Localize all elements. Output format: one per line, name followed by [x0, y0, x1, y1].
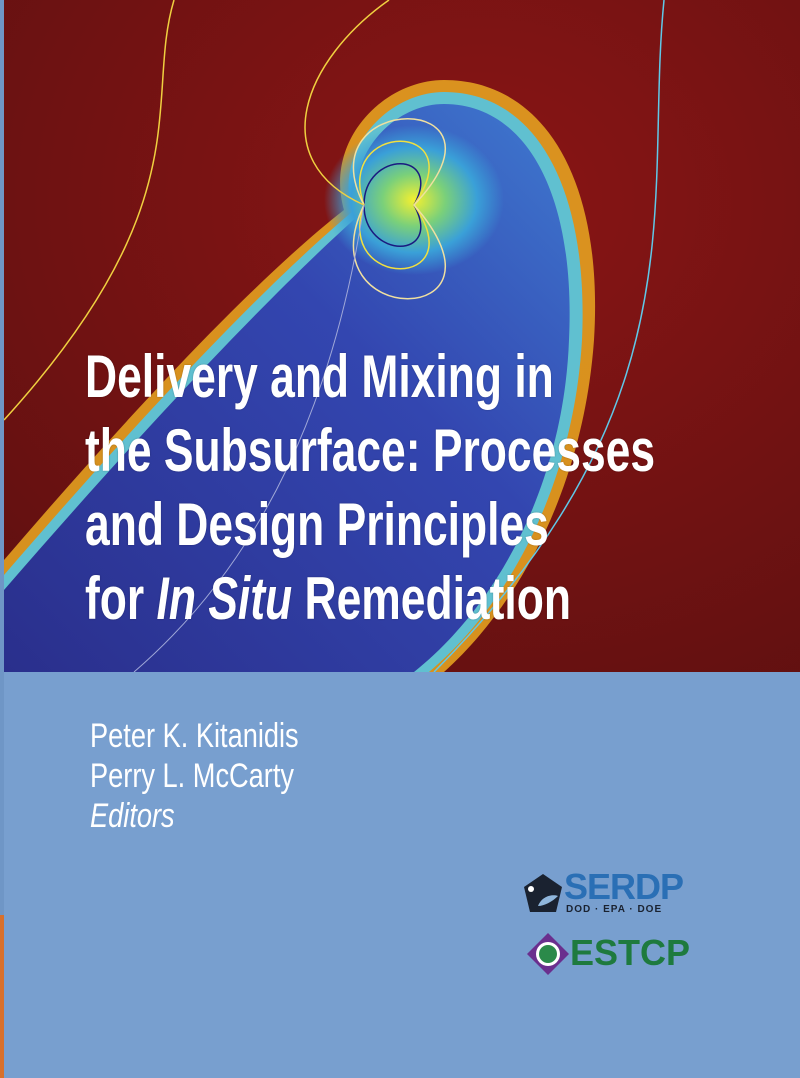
serdp-subtitle: DOD · EPA · DOE	[566, 904, 663, 915]
editors-label: Editors	[90, 797, 175, 835]
title-line: the Subsurface: Processes	[85, 417, 656, 484]
title-line: for In Situ Remediation	[85, 562, 655, 636]
title-text: Remediation	[292, 565, 571, 632]
estcp-name: ESTCP	[570, 932, 691, 973]
title-line: and Design Principles	[85, 491, 549, 558]
left-edge	[0, 0, 4, 1078]
editors: Peter K. Kitanidis Perry L. McCarty Edit…	[90, 716, 299, 836]
editor-name: Perry L. McCarty	[90, 757, 295, 795]
title-line: Delivery and Mixing in	[85, 343, 554, 410]
seal-icon	[527, 933, 569, 975]
estcp-logo: ESTCP	[526, 932, 706, 978]
cover-artwork	[4, 0, 800, 672]
left-edge-accent	[0, 915, 4, 1078]
editor-name: Peter K. Kitanidis	[90, 717, 299, 755]
title-italic-text: In Situ	[156, 565, 293, 632]
serdp-name: SERDP	[564, 866, 684, 907]
serdp-logo: SERDP DOD · EPA · DOE	[522, 866, 712, 918]
title-text: for	[85, 565, 157, 632]
book-title: Delivery and Mixing in the Subsurface: P…	[85, 340, 655, 636]
pentagon-icon	[524, 874, 562, 912]
